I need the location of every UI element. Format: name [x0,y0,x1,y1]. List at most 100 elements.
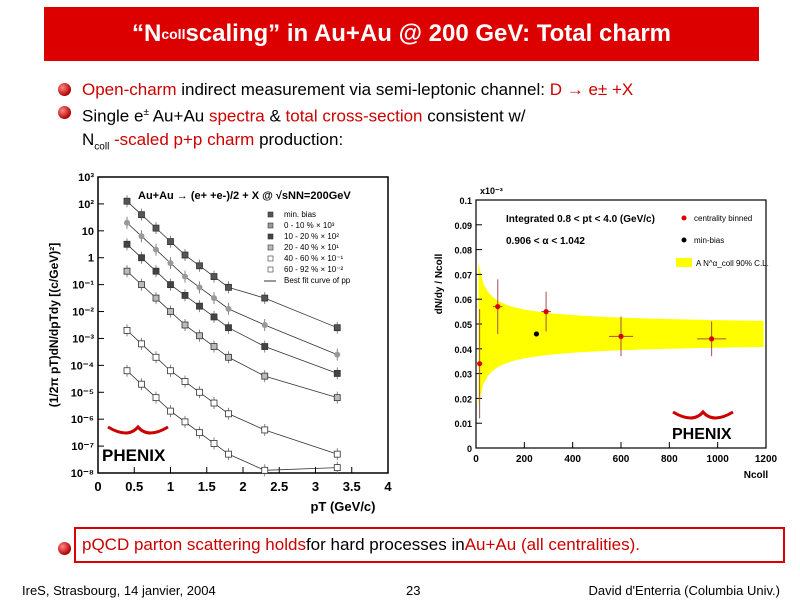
x-tick-label: 0.5 [125,479,143,494]
bullet-2b-c: production: [254,129,344,149]
y-tick-label: 1 [88,253,94,265]
x-axis-label: Ncoll [744,470,769,481]
legend-label: 10 - 20 % × 10² [284,232,339,241]
x-tick-label: 3.5 [343,479,361,494]
data-point [196,388,203,396]
bullet-1-b: indirect measurement via semi-leptonic c… [176,80,550,99]
data-point [210,439,218,447]
data-point [181,321,189,329]
y-tick-label: 0.04 [454,345,472,355]
bullet-2-e: total cross-section [285,106,423,126]
legend-marker [681,237,687,243]
x-tick-label: 4 [384,479,392,494]
bullet-icon [58,83,71,96]
y-tick-label: 0.07 [454,270,472,280]
legend-label: 0 - 10 % × 10³ [284,221,335,230]
legend-label: A N^α_coll 90% C.L. [696,259,769,268]
x-tick-label: 0 [94,479,101,494]
data-point [225,353,232,361]
conclusion-box: pQCD parton scattering holds for hard pr… [74,527,785,563]
title-sub: coll [161,26,186,42]
data-point [123,240,131,248]
data-point [196,262,203,270]
y-tick-label: 10⁻⁶ [71,414,94,426]
data-point [477,361,483,367]
x-tick-label: 1200 [755,454,778,465]
fit-curve [126,243,338,374]
data-point [152,353,160,361]
slide-title: “N coll scaling” in Au+Au @ 200 GeV: Tota… [44,7,759,61]
y-tick-label: 10³ [78,172,94,184]
data-point [152,224,160,232]
phenix-logo-arc [107,424,169,435]
x-tick-label: 2.5 [270,479,288,494]
footer-left: IreS, Strasbourg, 14 janvier, 2004 [22,583,216,598]
phenix-logo: PHENIX [102,446,166,465]
data-point [211,295,217,302]
data-point [333,370,341,377]
data-point [709,336,715,342]
x-tick-label: 0 [473,454,479,465]
y-tick-label: 0 [467,444,472,454]
data-point [261,466,269,474]
ncoll-chart: 0 200 400 600 800 1000 1200 0 0.01 0.02 0.03 0.04 0.… [434,186,778,481]
y-tick-label: 10⁻⁸ [71,468,94,480]
y-axis-label: dN/dy / Ncoll [434,253,445,314]
bullet-2b-a: N [82,129,95,149]
data-point [543,309,549,315]
data-point [333,324,341,332]
spectra-chart: 0 0.5 1 1.5 2 2.5 3 3.5 4 10³ 10² 10 1 10⁻¹ 10⁻² 10⁻³ 10… [47,172,392,514]
bullet-2: Single e± Au+Au spectra & total cross-se… [58,101,778,158]
data-point [261,426,269,434]
data-point [196,284,203,291]
y-tick-label: 10⁻⁵ [71,387,94,399]
conclusion-c: Au+Au (all centralities). [464,535,640,554]
data-point [138,281,145,289]
data-point [123,267,131,275]
data-point [533,331,540,337]
fit-curve [126,330,338,455]
legend-marker [267,233,274,240]
data-point [225,410,232,418]
data-point [138,380,145,388]
bullet-1-c: D → e± +X [549,80,634,99]
legend-label: min-bias [694,236,724,245]
bullet-1: Open-charm indirect measurement via semi… [58,78,778,101]
bullet-2-c: spectra [208,106,265,126]
x-tick-label: 600 [613,454,630,465]
chart-title: Au+Au → (e+ +e-)/2 + X @ √sNN=200GeV [138,190,351,202]
data-point [182,273,188,280]
legend-marker [267,266,274,273]
x-tick-label: 200 [516,454,533,465]
bullet-1-a: Open-charm [82,80,177,99]
fit-curve [126,370,338,471]
x-tick-label: 2 [239,479,246,494]
data-point [225,450,232,458]
bullet-2-d: & [264,106,286,126]
y-tick-label: 10⁻⁴ [71,360,94,372]
y-tick-label: 10⁻² [72,307,94,319]
data-point [138,254,145,262]
x-tick-label: 1.5 [198,479,216,494]
x-tick-label: 3 [312,479,319,494]
y-tick-label: 10² [78,199,94,211]
y-tick-label: 10 [82,226,94,238]
data-point [181,292,189,299]
data-point [210,313,218,321]
data-point [495,304,501,310]
data-point [196,429,203,437]
data-point [167,281,174,289]
data-point [123,326,131,334]
legend-marker [267,244,274,251]
data-point [153,246,159,253]
data-point [333,450,341,458]
phenix-logo: PHENIX [672,426,732,443]
page-number: 23 [406,583,421,598]
bullet-2b-sub: coll [94,141,110,153]
data-point [334,351,341,358]
data-point [123,367,131,375]
annotation-range: Integrated 0.8 < pt < 4.0 (GeV/c) [506,214,655,225]
data-point [261,322,268,328]
data-point [167,238,174,245]
conclusion-a: pQCD parton scattering holds [82,535,306,554]
